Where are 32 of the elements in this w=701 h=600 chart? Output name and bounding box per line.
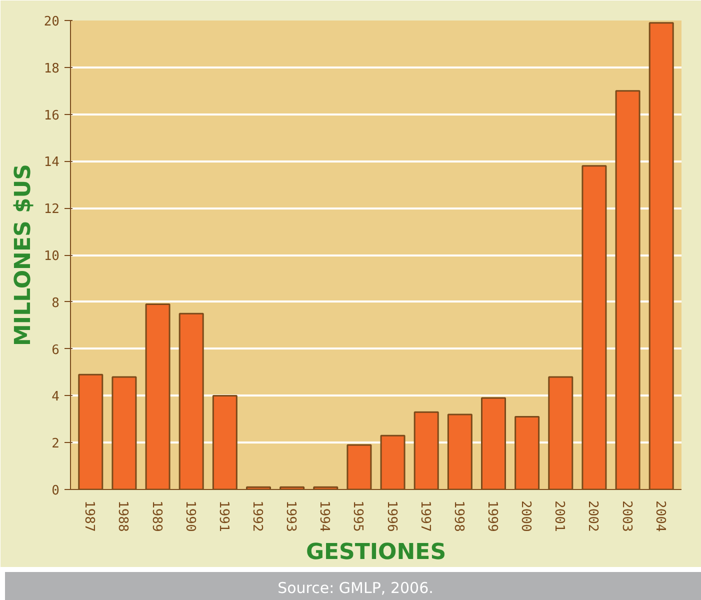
x-tick-label: 1992 bbox=[250, 500, 264, 532]
y-tick-label: 12 bbox=[44, 202, 60, 218]
source-note: Source: GMLP, 2006. bbox=[278, 578, 434, 599]
x-tick-label: 1997 bbox=[417, 500, 432, 532]
x-tick-label: 1988 bbox=[115, 500, 130, 532]
x-tick-label: 1989 bbox=[148, 500, 164, 532]
y-tick-label: 0 bbox=[52, 484, 60, 498]
y-tick-label: 8 bbox=[52, 296, 60, 311]
y-axis-title: MILLONES $US bbox=[10, 164, 36, 346]
x-tick-label: 1991 bbox=[216, 500, 231, 532]
x-tick-label: 2002 bbox=[585, 500, 600, 532]
x-tick-label: 1998 bbox=[450, 500, 466, 532]
y-tick-label: 10 bbox=[44, 249, 60, 264]
y-tick-label: 20 bbox=[44, 14, 60, 30]
y-tick-label: 14 bbox=[44, 155, 60, 170]
x-tick-label: 1990 bbox=[182, 500, 198, 532]
x-tick-label: 1993 bbox=[283, 500, 298, 532]
x-tick-label: 1995 bbox=[350, 500, 366, 532]
y-tick-label: 16 bbox=[44, 108, 60, 124]
x-tick-label: 2000 bbox=[518, 500, 534, 532]
x-axis-title: GESTIONES bbox=[306, 540, 446, 565]
y-tick-label: 18 bbox=[44, 61, 60, 76]
x-tick-label: 1994 bbox=[316, 500, 332, 532]
y-tick-label: 6 bbox=[52, 342, 60, 358]
x-tick-label: 2001 bbox=[552, 500, 567, 532]
y-tick-label: 4 bbox=[52, 390, 60, 405]
y-tick-label: 2 bbox=[52, 436, 60, 452]
x-tick-label: 2003 bbox=[618, 500, 634, 532]
x-tick-label: 1987 bbox=[82, 500, 97, 532]
x-tick-label: 2004 bbox=[652, 500, 668, 532]
x-tick-label: 1999 bbox=[484, 500, 500, 532]
x-tick-label: 1996 bbox=[384, 500, 399, 532]
